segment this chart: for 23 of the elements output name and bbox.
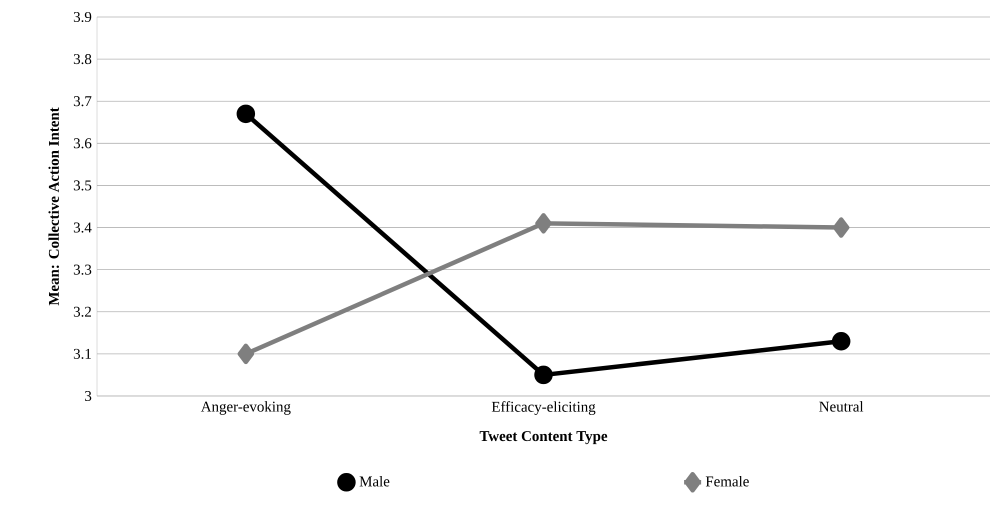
y-tick-label: 3.9 [74,12,92,22]
y-tick-label: 3.1 [74,348,91,359]
x-tick-label: Neutral [819,401,864,412]
y-tick-label: 3.5 [74,180,92,190]
legend-label: Female [706,476,749,486]
point [832,217,850,238]
y-tick-label: 3 [85,390,92,401]
x-tick-label: Anger-evoking [200,401,291,415]
point [236,104,256,124]
legend-label: Male [360,476,390,486]
y-tick-label: 3.4 [74,222,92,233]
point [832,332,850,350]
point [535,213,552,234]
x-tick-label: Efficacy-eliciting [492,401,596,415]
y-tick-label: 3.7 [74,96,92,106]
point [534,366,553,384]
y-tick-label: 3.8 [74,54,92,64]
point [238,344,254,364]
y-tick-label: 3.2 [74,306,91,317]
y-tick-label: 3.6 [74,138,92,148]
x-axis-title: Tweet Content Type [480,431,608,444]
y-axis-title: Mean: Collective Action Intent [48,107,59,306]
y-tick-label: 3.3 [74,264,92,275]
